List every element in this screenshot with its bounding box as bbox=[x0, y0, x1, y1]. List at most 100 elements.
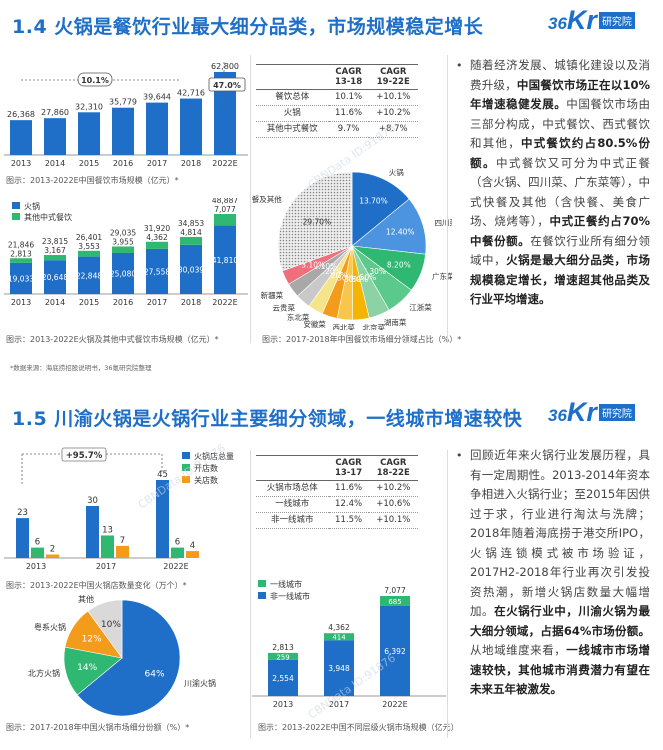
pie-slice bbox=[277, 171, 353, 272]
growth-label: +95.7% bbox=[66, 451, 103, 461]
bar-hotpot bbox=[78, 250, 100, 257]
total-label: 26,401 bbox=[76, 233, 102, 242]
chart-caption: 图示：2013-2022E中国不同层级火锅市场规模（亿元） bbox=[258, 723, 459, 732]
table-header bbox=[256, 455, 329, 481]
bar bbox=[101, 535, 114, 558]
logo-k: Kr bbox=[566, 5, 597, 35]
bar-other bbox=[10, 262, 32, 294]
section1-paragraph: 随着经济发展、城镇化建设以及消费升级，中国餐饮市场正在以10%年增速稳健发展。中… bbox=[470, 58, 651, 306]
legend-swatch bbox=[12, 213, 20, 220]
data-label: 3,167 bbox=[44, 246, 66, 255]
tick-label: 2022E bbox=[382, 700, 407, 709]
bar-other bbox=[112, 252, 134, 294]
slice-name: 北京菜 bbox=[363, 322, 386, 330]
bar-hotpot bbox=[10, 258, 32, 263]
pie-slice bbox=[76, 599, 181, 717]
bar bbox=[186, 551, 199, 558]
divider bbox=[447, 55, 448, 343]
data-label: 2,554 bbox=[272, 674, 294, 683]
tick-label: 2022E bbox=[212, 298, 237, 307]
slice-name: 湖南菜 bbox=[384, 317, 407, 327]
legend-swatch bbox=[12, 202, 20, 209]
data-source: *数据来源：海底捞招股说明书，36氪研究院整理 bbox=[10, 364, 152, 372]
table-header: CAGR 18-22E bbox=[368, 455, 418, 481]
bar bbox=[146, 102, 168, 155]
legend-label: 开店数 bbox=[194, 463, 218, 473]
data-label: 259 bbox=[276, 653, 289, 661]
tick-label: 2016 bbox=[113, 298, 133, 307]
growth-box bbox=[208, 77, 246, 92]
tick-label: 2013 bbox=[26, 562, 46, 571]
pie-slice bbox=[63, 646, 123, 696]
cagr-label: 10.1% bbox=[81, 76, 109, 85]
data-label: 32,310 bbox=[75, 102, 103, 111]
data-label: 4 bbox=[190, 541, 195, 551]
total-label: 4,362 bbox=[328, 623, 350, 632]
slice-label: 3.10% bbox=[301, 260, 325, 269]
legend-label: 火锅店总量 bbox=[194, 451, 234, 461]
data-label: 3,553 bbox=[78, 242, 100, 251]
bar-hotpot bbox=[180, 236, 202, 245]
bar-tier1 bbox=[324, 633, 354, 641]
total-label: 7,077 bbox=[384, 586, 406, 595]
bar-other bbox=[44, 260, 66, 294]
logo-number: 36 bbox=[548, 406, 567, 425]
bar bbox=[116, 545, 129, 558]
chart-caption: 图示：2013-2022E中国火锅店数量变化（万个）* bbox=[6, 581, 187, 590]
slice-name: 火锅 bbox=[389, 167, 404, 177]
slice-label: 6.30% bbox=[362, 267, 386, 276]
bar-hotpot bbox=[214, 214, 236, 226]
slice-label: 3.20% bbox=[324, 271, 348, 280]
slice-label: 64% bbox=[145, 669, 165, 679]
data-label: 30,039 bbox=[178, 265, 204, 274]
slice-name: 川渝火锅 bbox=[184, 678, 216, 688]
legend-label: 火锅 bbox=[24, 201, 40, 211]
logo-tag: 研究院 bbox=[598, 12, 635, 29]
bar bbox=[156, 480, 169, 558]
bar-other bbox=[214, 225, 236, 294]
bar-other bbox=[180, 244, 202, 294]
data-label: 2 bbox=[50, 545, 55, 555]
table-row: 火锅市场总体 11.6% +10.2% bbox=[256, 480, 418, 497]
bar bbox=[46, 554, 59, 558]
slice-label: 29.70% bbox=[303, 217, 332, 226]
data-label: 42,716 bbox=[177, 89, 205, 98]
slice-name: 粤系火锅 bbox=[34, 622, 66, 632]
tick-label: 2018 bbox=[181, 159, 201, 168]
slice-name: 四川菜 bbox=[434, 218, 452, 228]
tick-label: 2017 bbox=[147, 159, 167, 168]
bar-tier1 bbox=[268, 652, 298, 660]
table-header: CAGR 13-17 bbox=[328, 455, 369, 481]
pie-slice bbox=[351, 198, 427, 255]
data-label: 414 bbox=[332, 634, 346, 642]
cagr-box bbox=[77, 72, 113, 87]
legend-swatch bbox=[258, 580, 266, 587]
tick-label: 2013 bbox=[11, 159, 31, 168]
tick-label: 2016 bbox=[113, 159, 133, 168]
cagr-table: CAGR 13-18 CAGR 19-22E 餐饮总体 10.1% +10.1% 火锅 11… bbox=[256, 64, 418, 138]
tick-label: 2018 bbox=[181, 298, 201, 307]
bar-other bbox=[146, 248, 168, 294]
section1-body-text: • 随着经济发展、城镇化建设以及消费升级，中国餐饮市场正在以10%年增速稳健发展… bbox=[456, 56, 651, 310]
legend-swatch bbox=[182, 452, 190, 459]
chart-caption: 图示：2017-2018年中国火锅市场细分份额（%）* bbox=[6, 723, 190, 732]
data-label: 39,644 bbox=[143, 93, 171, 102]
slice-label: 3.50% bbox=[344, 275, 368, 284]
table-row: 火锅 11.6% +10.2% bbox=[256, 105, 418, 122]
bar-hotpot bbox=[112, 246, 134, 253]
slice-name: 广东菜 bbox=[432, 271, 452, 281]
data-label: 25,080 bbox=[110, 269, 136, 278]
slice-name: 江浙菜 bbox=[409, 302, 432, 312]
brand-logo: 36Kr 研究院 bbox=[548, 5, 635, 36]
tick-label: 2022E bbox=[212, 159, 237, 168]
table-row: 一线城市 12.4% +10.6% bbox=[256, 496, 418, 513]
data-label: 35,779 bbox=[109, 98, 137, 107]
pie-slice bbox=[87, 599, 123, 659]
data-label: 45 bbox=[157, 470, 168, 480]
slice-label: 3.10% bbox=[313, 262, 337, 271]
data-label: 22,848 bbox=[76, 271, 102, 280]
divider bbox=[447, 450, 448, 738]
data-label: 27,860 bbox=[41, 108, 69, 117]
slice-label: 3.30% bbox=[330, 274, 354, 283]
slice-label: 12% bbox=[82, 635, 102, 645]
